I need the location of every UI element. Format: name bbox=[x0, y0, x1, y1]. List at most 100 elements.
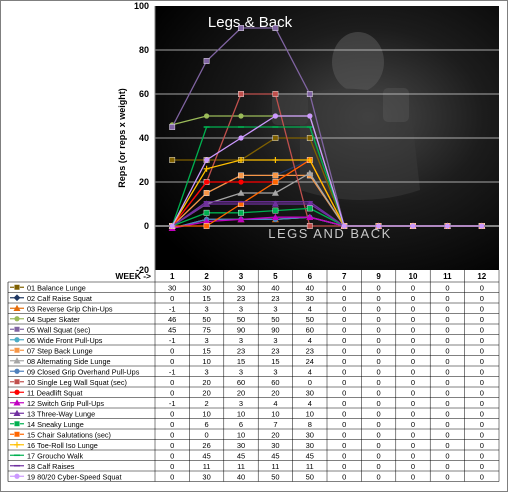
data-point bbox=[306, 200, 314, 207]
legend-key bbox=[10, 368, 24, 374]
data-point bbox=[204, 157, 210, 163]
legend-key bbox=[10, 399, 24, 406]
table-cell: 0 bbox=[342, 346, 346, 355]
table-cell: 0 bbox=[342, 399, 346, 408]
table-cell: 60 bbox=[271, 378, 279, 387]
table-cell: 0 bbox=[342, 294, 346, 303]
table-cell: 15 bbox=[202, 294, 210, 303]
table-cell: 4 bbox=[308, 336, 312, 345]
table-cell: 4 bbox=[308, 399, 312, 408]
table-cell: 30 bbox=[306, 294, 314, 303]
table-cell: 0 bbox=[445, 367, 449, 376]
table-cell: 0 bbox=[342, 388, 346, 397]
table-cell: 0 bbox=[445, 430, 449, 439]
data-point bbox=[13, 294, 21, 302]
data-point bbox=[272, 25, 279, 31]
table-cell: 0 bbox=[411, 420, 415, 429]
table-cell: 0 bbox=[445, 472, 449, 481]
legend-key bbox=[10, 347, 24, 354]
x-tick-label: 11 bbox=[443, 272, 452, 281]
table-cell: 0 bbox=[411, 304, 415, 313]
data-point bbox=[13, 399, 21, 406]
data-point bbox=[376, 223, 382, 229]
table-cell: 0 bbox=[445, 325, 449, 334]
table-cell: 0 bbox=[342, 283, 346, 292]
dumbbell-right bbox=[383, 88, 409, 122]
y-tick-label: 0 bbox=[144, 221, 149, 231]
table-cell: 3 bbox=[239, 399, 243, 408]
legend-entry: 07 Step Back Lunge bbox=[27, 346, 93, 355]
table-cell: 0 bbox=[411, 472, 415, 481]
table-cell: 50 bbox=[271, 472, 279, 481]
data-point bbox=[272, 157, 279, 163]
table-cell: 0 bbox=[411, 346, 415, 355]
data-point bbox=[272, 172, 279, 179]
table-cell: 0 bbox=[342, 325, 346, 334]
legend-entry: 17 Groucho Walk bbox=[27, 451, 83, 460]
data-point bbox=[306, 157, 313, 163]
table-cell: 30 bbox=[237, 441, 245, 450]
table-cell: 45 bbox=[271, 451, 279, 460]
table-cell: 3 bbox=[239, 304, 243, 313]
table-cell: 0 bbox=[480, 283, 484, 292]
table-cell: 6 bbox=[205, 420, 209, 429]
legend-key bbox=[10, 409, 24, 417]
table-cell: 0 bbox=[377, 462, 381, 471]
table-cell: 0 bbox=[377, 472, 381, 481]
x-tick-label: 1 bbox=[170, 272, 175, 281]
table-cell: 0 bbox=[480, 388, 484, 397]
table-cell: 23 bbox=[306, 346, 314, 355]
table-cell: 10 bbox=[202, 409, 210, 418]
legend-entry: 14 Sneaky Lunge bbox=[27, 420, 84, 429]
table-cell: 0 bbox=[480, 441, 484, 450]
y-tick-label: 100 bbox=[134, 1, 149, 11]
data-point bbox=[14, 420, 20, 427]
table-cell: 3 bbox=[205, 367, 209, 376]
table-cell: 0 bbox=[480, 294, 484, 303]
table-cell: 0 bbox=[170, 357, 174, 366]
data-point bbox=[479, 223, 485, 229]
table-cell: 0 bbox=[342, 451, 346, 460]
table-cell: 0 bbox=[342, 409, 346, 418]
chart-title: Legs & Back bbox=[208, 14, 293, 31]
legend-key bbox=[10, 316, 24, 322]
x-tick-label: 9 bbox=[376, 272, 381, 281]
table-cell: 0 bbox=[377, 441, 381, 450]
data-point bbox=[238, 135, 244, 141]
data-point bbox=[306, 169, 314, 176]
legend-key bbox=[10, 389, 24, 395]
x-tick-label: 2 bbox=[204, 272, 209, 281]
table-cell: 0 bbox=[170, 430, 174, 439]
table-cell: 0 bbox=[411, 367, 415, 376]
table-cell: 0 bbox=[480, 462, 484, 471]
legend-key bbox=[10, 431, 24, 438]
data-point bbox=[204, 179, 210, 185]
table-cell: 4 bbox=[273, 399, 277, 408]
data-point bbox=[238, 113, 244, 119]
table-cell: 20 bbox=[202, 388, 210, 397]
table-cell: 0 bbox=[308, 378, 312, 387]
table-cell: 0 bbox=[377, 420, 381, 429]
table-cell: 0 bbox=[480, 325, 484, 334]
legend-entry: 16 Toe-Roll Iso Lunge bbox=[27, 441, 98, 450]
data-point bbox=[271, 189, 279, 196]
data-point bbox=[14, 284, 20, 291]
table-cell: 0 bbox=[170, 346, 174, 355]
data-point bbox=[272, 113, 278, 119]
table-cell: 0 bbox=[411, 294, 415, 303]
table-cell: 0 bbox=[445, 388, 449, 397]
table-cell: 23 bbox=[237, 346, 245, 355]
table-cell: 0 bbox=[480, 315, 484, 324]
legend-key bbox=[10, 441, 24, 448]
legend-entry: 12 Switch Grip Pull-Ups bbox=[27, 399, 104, 408]
table-cell: 11 bbox=[306, 462, 314, 471]
table-cell: 90 bbox=[271, 325, 279, 334]
data-point bbox=[203, 200, 211, 207]
table-cell: 2 bbox=[205, 399, 209, 408]
table-cell: 0 bbox=[411, 283, 415, 292]
table-cell: 0 bbox=[342, 441, 346, 450]
table-cell: 40 bbox=[306, 283, 314, 292]
legend-entry: 18 Calf Raises bbox=[27, 462, 75, 471]
